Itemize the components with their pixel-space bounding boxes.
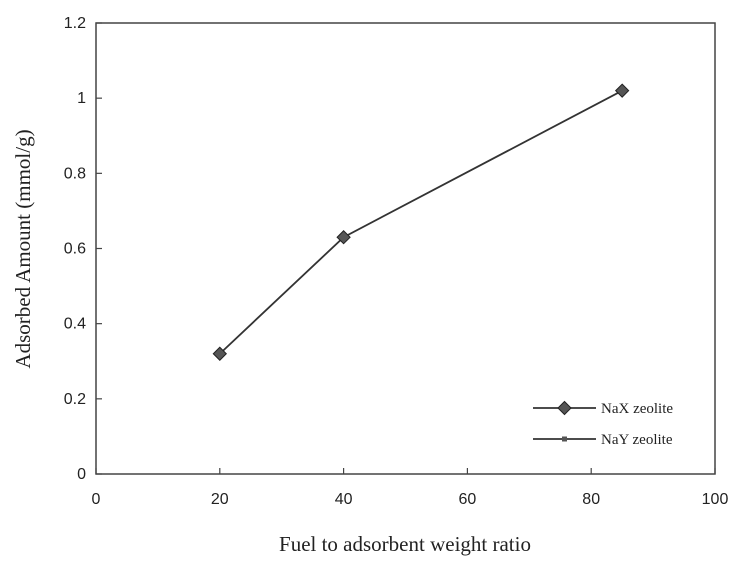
x-tick-label: 80 xyxy=(582,491,600,508)
y-tick-label: 1 xyxy=(77,90,86,107)
x-axis: 0 20 40 60 80 100 xyxy=(92,468,729,508)
legend-label: NaY zeolite xyxy=(601,432,673,448)
data-point xyxy=(614,83,630,98)
plot-area xyxy=(95,22,716,475)
x-tick-label: 40 xyxy=(335,491,353,508)
y-tick-label: 1.2 xyxy=(64,15,86,32)
series-layer xyxy=(212,83,630,361)
legend-square-marker xyxy=(562,436,567,442)
y-tick-label: 0.8 xyxy=(64,165,86,182)
y-tick-label: 0.6 xyxy=(64,241,86,258)
data-point xyxy=(212,346,228,361)
legend-diamond-marker xyxy=(557,400,572,416)
data-point xyxy=(336,230,351,245)
x-tick-label: 100 xyxy=(702,491,729,508)
x-axis-title: Fuel to adsorbent weight ratio xyxy=(279,532,531,556)
legend: NaX zeolite NaY zeolite xyxy=(533,400,673,448)
y-tick-label: 0.2 xyxy=(64,391,86,408)
legend-label: NaX zeolite xyxy=(601,401,673,417)
y-axis-title: Adsorbed Amount (mmol/g) xyxy=(11,129,35,368)
y-tick-label: 0 xyxy=(77,466,86,483)
y-tick-label: 0.4 xyxy=(64,316,86,333)
x-tick-label: 20 xyxy=(211,491,229,508)
y-axis: 0 0.2 0.4 0.6 0.8 1 1.2 xyxy=(64,15,102,483)
x-tick-label: 0 xyxy=(92,491,101,508)
x-tick-label: 60 xyxy=(459,491,477,508)
